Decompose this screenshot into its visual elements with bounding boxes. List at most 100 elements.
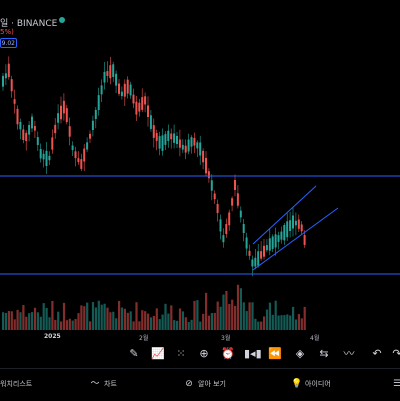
volume-bar <box>239 288 242 330</box>
volume-bar <box>135 302 138 330</box>
volume-bar <box>216 301 219 330</box>
candle-body <box>71 145 74 151</box>
candle-body <box>207 171 210 179</box>
candle-body <box>126 79 129 94</box>
rewind-icon[interactable]: ⏪ <box>268 347 282 360</box>
candle-body <box>10 79 13 92</box>
candle-body <box>280 231 283 240</box>
nav-chart[interactable]: 〜 차트 <box>90 377 116 391</box>
candle-body <box>289 220 292 231</box>
volume-bar <box>251 302 254 330</box>
layers-icon[interactable]: ◈ <box>295 347 305 360</box>
volume-bar <box>123 308 126 330</box>
volume-bar <box>42 303 45 330</box>
candle-body <box>167 130 170 142</box>
candles <box>2 56 306 277</box>
volume-bar <box>248 302 251 330</box>
candle-body <box>91 120 94 131</box>
pencil-icon[interactable]: ✎ <box>129 347 139 360</box>
candle-body <box>83 148 86 162</box>
candle-body <box>271 236 274 249</box>
add-icon[interactable]: ⊕ <box>199 347 209 360</box>
ideas-label: 아이디어 <box>305 380 331 388</box>
explore-label: 알아 보기 <box>198 380 226 388</box>
candle-body <box>181 144 184 150</box>
undo-icon[interactable]: ↶ <box>372 347 382 360</box>
candle-body <box>245 237 248 249</box>
candle-body <box>155 133 158 141</box>
candle-body <box>22 129 25 140</box>
candle-body <box>199 142 202 156</box>
volume-bar <box>213 312 216 330</box>
volume-bar <box>39 316 42 330</box>
line-chart-icon[interactable]: 📈 <box>151 347 165 360</box>
volume-bar <box>120 307 124 330</box>
replay-icon[interactable]: ▮◂▮ <box>244 347 262 360</box>
candle-body <box>42 153 45 160</box>
alarm-icon[interactable]: ⏰ <box>221 347 235 360</box>
nav-more[interactable]: ☰ <box>392 377 400 391</box>
volume-bar <box>115 318 118 330</box>
candle-body <box>239 210 242 218</box>
candle-body <box>16 108 19 125</box>
candle-body <box>254 257 257 267</box>
channel-upper-line <box>252 185 317 245</box>
candle-body <box>68 126 71 137</box>
menu-icon: ☰ <box>392 379 400 389</box>
volume-bar <box>158 319 161 330</box>
volume-bar <box>303 306 306 330</box>
volume-bar <box>297 314 300 330</box>
nav-ideas[interactable]: 💡 아이디어 <box>291 377 331 391</box>
volume-bar <box>184 317 187 330</box>
candle-body <box>118 83 120 94</box>
draw-icon[interactable]: 〰 <box>343 347 355 360</box>
drawing-tools[interactable] <box>0 175 400 275</box>
candle-body <box>4 73 7 79</box>
x-axis-label-apr: 4월 <box>310 335 320 342</box>
candle-body <box>106 71 109 76</box>
swap-icon[interactable]: ⇆ <box>319 347 329 360</box>
candle-body <box>176 135 178 145</box>
volume-bar <box>300 318 303 330</box>
candle-body <box>242 224 245 233</box>
candle-body <box>213 193 216 200</box>
candle-body <box>89 133 91 139</box>
candle-body <box>100 85 103 95</box>
grid-icon[interactable]: ⁙ <box>176 347 186 360</box>
nav-explore[interactable]: ⊘ 알아 보기 <box>184 377 226 391</box>
candle-body <box>57 113 60 123</box>
candle-body <box>33 126 36 131</box>
candle-body <box>74 151 77 159</box>
price-chart[interactable] <box>0 0 400 330</box>
candle-body <box>216 204 219 213</box>
volume-bar <box>51 300 54 330</box>
volume-bar <box>126 312 129 330</box>
volume-bar <box>257 321 260 330</box>
candlestick-chart[interactable] <box>0 0 400 330</box>
volume-bar <box>132 321 135 330</box>
volume-bar <box>45 307 48 330</box>
volume-bar <box>190 319 193 330</box>
volume-bar <box>97 300 100 330</box>
volume-bars <box>2 284 306 330</box>
candle-body <box>135 101 138 115</box>
nav-watchlist[interactable]: 워치리스트 <box>0 377 32 391</box>
volume-bar <box>219 306 222 330</box>
volume-bar <box>4 312 8 330</box>
candle-body <box>210 180 213 191</box>
volume-bar <box>80 305 83 330</box>
candle-body <box>144 96 147 105</box>
volume-bar <box>28 313 31 330</box>
candle-body <box>54 124 57 134</box>
symbol-title[interactable]: 일 · BINANCE <box>0 19 58 29</box>
volume-bar <box>205 292 208 330</box>
volume-bar <box>277 315 280 330</box>
volume-bar <box>10 311 13 330</box>
candle-body <box>28 124 31 135</box>
volume-bar <box>103 303 106 330</box>
volume-bar <box>265 309 269 330</box>
volume-bar <box>144 311 147 330</box>
volume-bar <box>289 315 292 330</box>
redo-icon[interactable]: ↷ <box>392 347 400 360</box>
candle-body <box>283 225 286 241</box>
